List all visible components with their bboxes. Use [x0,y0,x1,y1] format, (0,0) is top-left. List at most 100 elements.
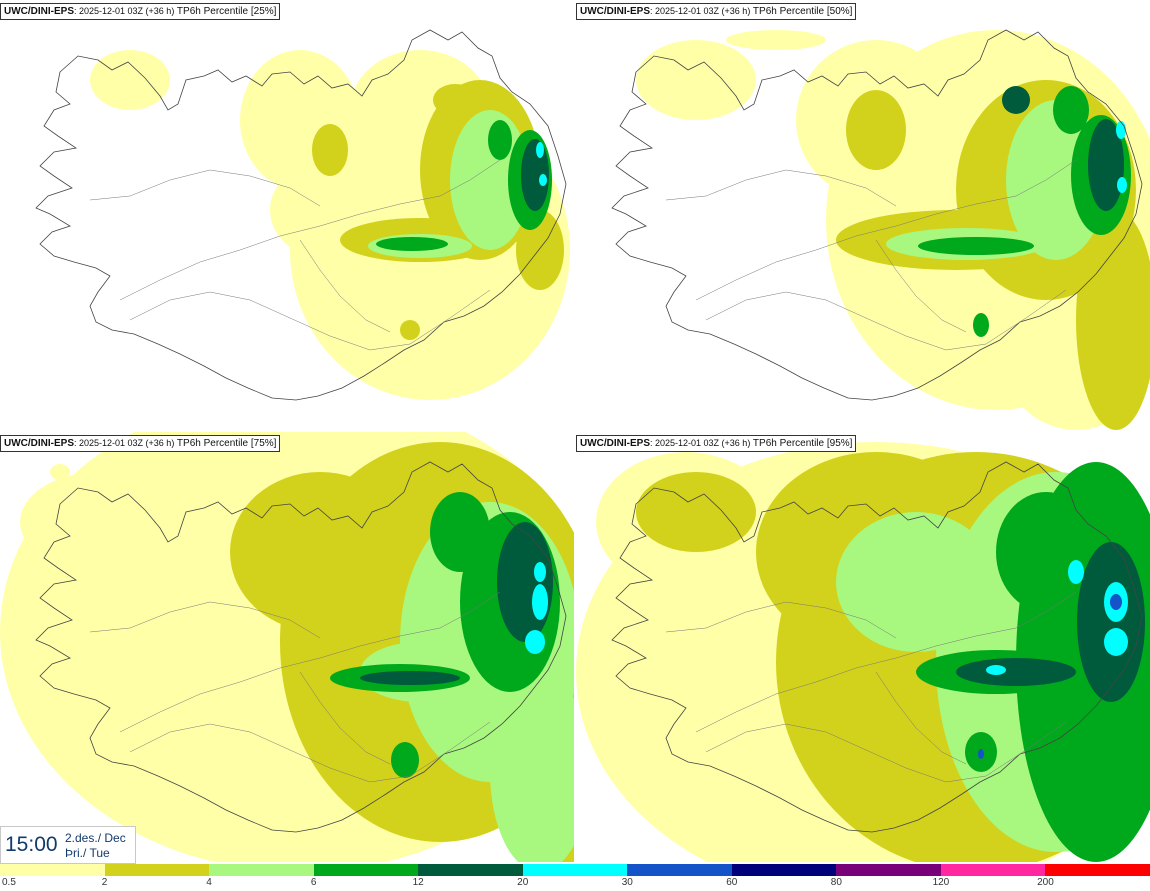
road-line [89,601,321,639]
colorbar-segment [836,864,941,876]
precip-contour [230,472,410,632]
road-line [875,239,967,333]
road-line [129,721,491,783]
precip-contour [536,142,544,158]
colorbar-tick-label: 60 [726,877,738,888]
map-panel-p25: UWC/DINI-EPS: 2025-12-01 03Z (+36 h) TP6… [0,0,574,430]
precip-contour [636,40,756,120]
precip-contour [90,50,170,110]
colorbar-segment [0,864,105,876]
colorbar-tick-label: 0.5 [2,877,16,888]
precipitation-map [611,29,1150,430]
precip-contour [525,630,545,654]
colorbar-segment [940,864,1046,876]
valid-date: 2.des./ Dec [65,831,126,845]
colorbar-segment [522,864,628,876]
precipitation-field [636,30,1150,430]
precip-contour [488,120,512,160]
panel-title: UWC/DINI-EPS: 2025-12-01 03Z (+36 h) TP6… [576,435,857,452]
colorbar-tick-label: 200 [1037,877,1054,888]
precip-contour [918,237,1034,255]
precip-contour [1002,86,1030,114]
road-line [695,159,1077,301]
road-line [119,159,501,301]
colorbar-tick-label: 12 [412,877,424,888]
precip-contour [490,672,574,862]
precip-contour [534,562,546,582]
precip-contour [1117,177,1127,193]
precip-contour [636,472,756,552]
precip-contour [840,744,872,800]
panel-title: UWC/DINI-EPS: 2025-12-01 03Z (+36 h) TP6… [0,435,281,452]
precip-contour [978,749,984,759]
precip-contour [1104,628,1128,656]
road-line [705,289,1067,351]
colorbar-tick-label: 80 [830,877,842,888]
precipitation-field [0,432,574,862]
precip-contour [1076,210,1150,430]
precip-contour [391,742,419,778]
precip-contour [532,584,548,620]
map-panel-p50: UWC/DINI-EPS: 2025-12-01 03Z (+36 h) TP6… [576,0,1150,430]
precip-contour [539,174,547,186]
colorbar-segment [418,864,523,876]
precip-contour [312,124,348,176]
colorbar-tick-label: 6 [310,877,317,888]
precip-contour [433,84,477,116]
precip-contour [956,658,1076,686]
road-line [89,169,321,207]
colorbar-tick-label: 2 [101,877,108,888]
road-line [875,671,967,765]
road-line [119,591,501,733]
road-line [705,721,1067,783]
coastline [35,461,567,833]
road-line [299,239,391,333]
valid-day: Þri./ Tue [65,846,110,860]
colorbar-segment [313,864,419,876]
precip-contour [846,90,906,170]
precip-contour [497,522,553,642]
road-line [665,601,897,639]
precipitation-colorbar [0,864,1150,876]
precip-contour [20,472,180,572]
precipitation-field [576,442,1150,862]
colorbar-tick-label: 20 [517,877,529,888]
precipitation-map [576,442,1150,862]
road-line [299,671,391,765]
precip-contour [50,464,70,480]
colorbar-segment [104,864,210,876]
precip-contour [521,139,549,211]
colorbar-segment [627,864,732,876]
road-line [695,591,1077,733]
precip-contour [1068,560,1084,584]
precip-contour [360,671,460,685]
colorbar-segment [1045,864,1150,876]
map-panel-p75: UWC/DINI-EPS: 2025-12-01 03Z (+36 h) TP6… [0,432,574,862]
precip-contour [996,492,1096,612]
precip-contour [836,512,996,652]
colorbar-ticks: 0.5 2 4 6 12 20 30 60 80 120 200 [0,877,1150,891]
precip-contour [430,492,490,572]
road-line [665,169,897,207]
precip-contour [1053,86,1089,134]
panel-title: UWC/DINI-EPS: 2025-12-01 03Z (+36 h) TP6… [0,3,281,20]
coastline [611,29,1143,401]
precip-contour [1088,119,1124,211]
precip-contour [1077,542,1145,702]
colorbar-segment [209,864,314,876]
colorbar-tick-label: 120 [932,877,950,888]
precip-contour [1110,594,1122,610]
precip-contour [973,313,989,337]
precip-contour [986,665,1006,675]
map-panel-p95: UWC/DINI-EPS: 2025-12-01 03Z (+36 h) TP6… [576,432,1150,862]
colorbar-segment [731,864,837,876]
road-line [129,289,491,351]
colorbar-tick-label: 30 [621,877,633,888]
precipitation-field [90,50,570,400]
panel-title: UWC/DINI-EPS: 2025-12-01 03Z (+36 h) TP6… [576,3,857,20]
precipitation-map [35,29,570,401]
valid-time: 15:00 [5,833,58,856]
precip-contour [726,30,826,50]
precip-contour [1116,121,1126,139]
precip-contour [400,320,420,340]
